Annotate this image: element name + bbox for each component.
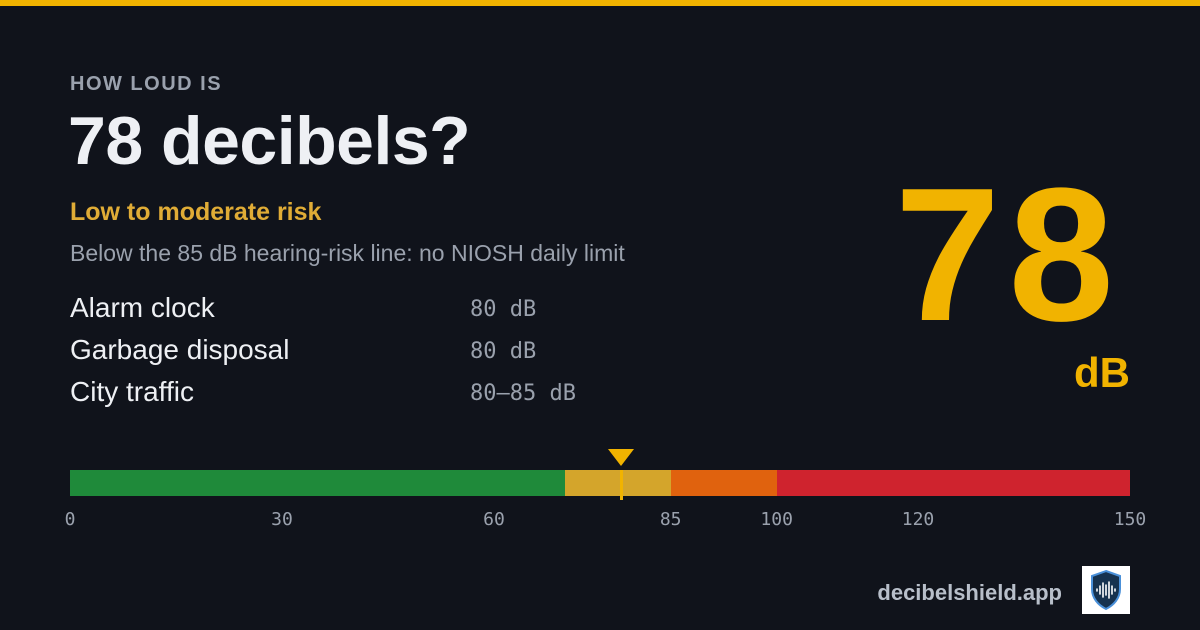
scale-segment	[564, 470, 671, 496]
scale-segment	[776, 470, 1130, 496]
scale-segment	[670, 470, 777, 496]
example-level: 80–85 dB	[470, 381, 576, 406]
risk-label: Low to moderate risk	[70, 198, 322, 226]
shield-soundwave-icon	[1082, 566, 1130, 614]
example-name: Garbage disposal	[70, 334, 290, 365]
list-item: Alarm clock 80 dB	[70, 292, 630, 334]
scale-segment	[70, 470, 565, 496]
example-name: Alarm clock	[70, 292, 215, 323]
brand-name: decibelshield.app	[877, 580, 1062, 605]
list-item: Garbage disposal 80 dB	[70, 334, 630, 376]
page-title: 78 decibels?	[68, 103, 471, 179]
kicker: HOW LOUD IS	[70, 73, 223, 95]
scale-tick-label: 150	[1113, 509, 1147, 530]
example-level: 80 dB	[470, 297, 537, 322]
example-list: Alarm clock 80 dB Garbage disposal 80 dB…	[70, 292, 630, 418]
scale-tick-label: 85	[659, 509, 682, 530]
scale-tick-label: 0	[64, 509, 76, 530]
scale-tick-label: 100	[760, 509, 793, 530]
scale-tick-label: 120	[901, 509, 935, 530]
list-item: City traffic 80–85 dB	[70, 376, 630, 418]
top-accent-bar	[0, 0, 1200, 6]
scale-tick-label: 60	[483, 509, 505, 530]
risk-description: Below the 85 dB hearing-risk line: no NI…	[70, 240, 625, 266]
loudness-scale: 0 30 60 85 100 120 150	[65, 445, 1146, 540]
scale-tick-label: 30	[271, 509, 293, 530]
example-level: 80 dB	[470, 339, 537, 364]
scale-bar	[70, 470, 1130, 496]
scale-marker	[619, 470, 623, 500]
decibel-reading: 78	[894, 149, 1122, 361]
marker-triangle-icon	[608, 449, 635, 466]
example-name: City traffic	[70, 376, 194, 407]
decibel-unit: dB	[1074, 349, 1130, 396]
